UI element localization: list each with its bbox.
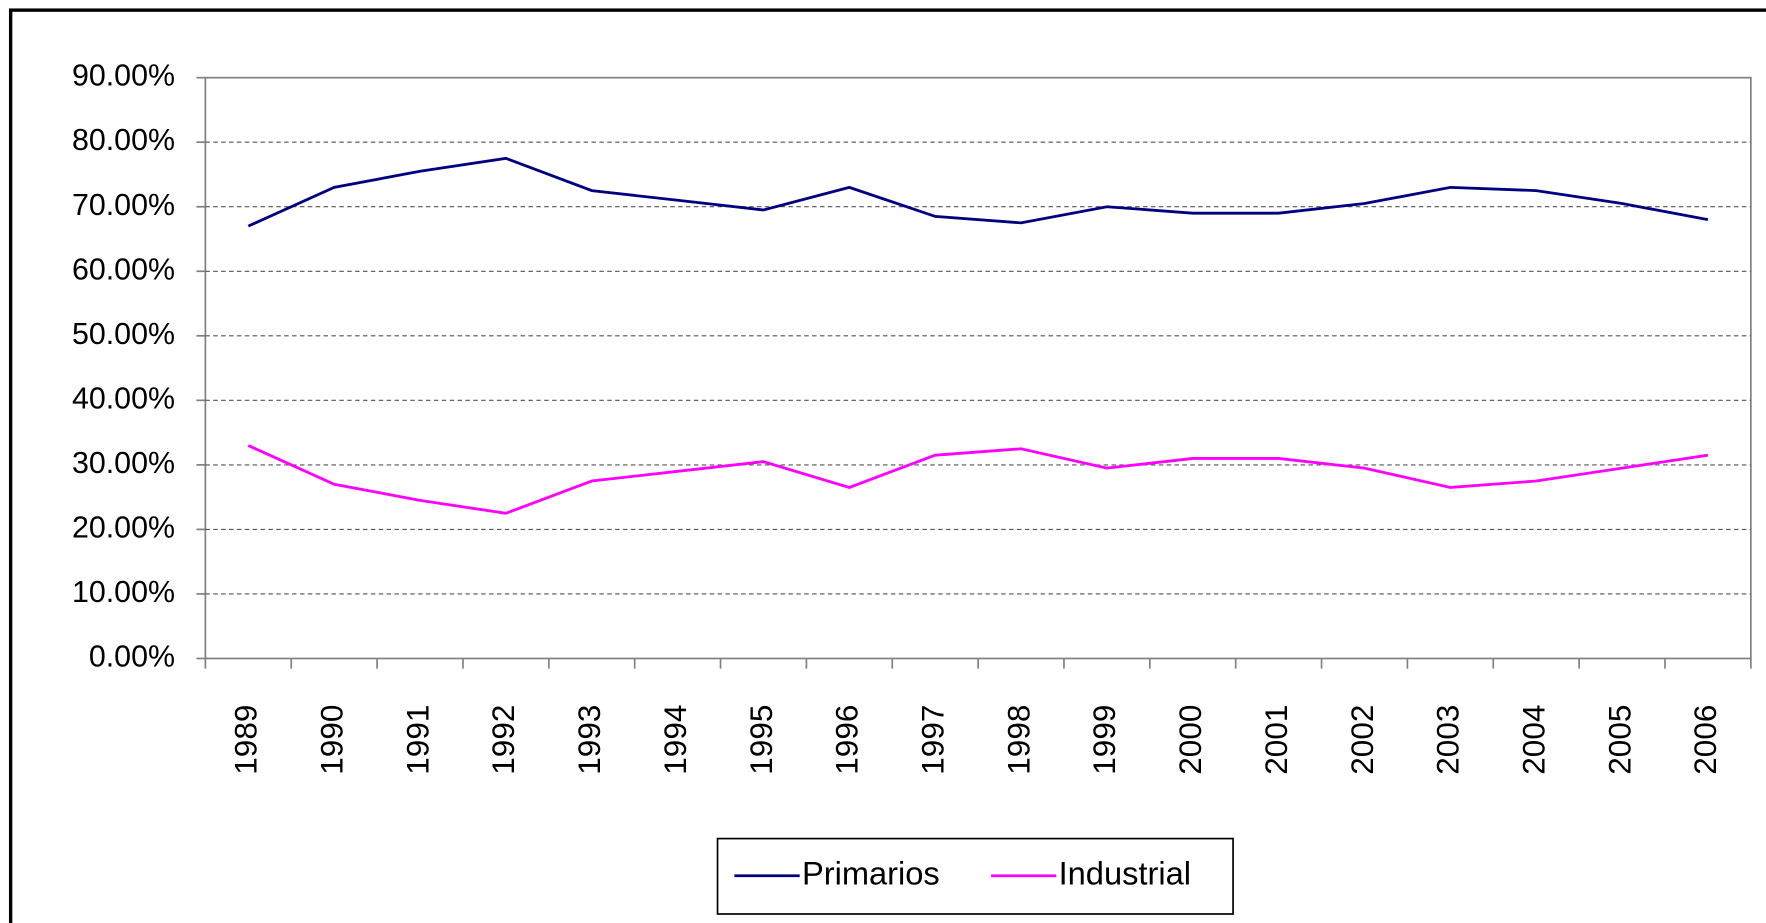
- legend-label: Industrial: [1059, 854, 1191, 891]
- legend-box: [716, 837, 1234, 915]
- x-tick-label: 2002: [1344, 705, 1380, 775]
- x-tick-label: 1993: [571, 705, 607, 775]
- x-tick-label: 1997: [915, 705, 951, 775]
- y-tick-label: 70.00%: [72, 188, 175, 222]
- y-tick-label: 20.00%: [72, 510, 175, 544]
- plot-area: [204, 76, 1752, 660]
- x-tick-label: 2001: [1258, 705, 1294, 775]
- y-tick-label: 80.00%: [72, 123, 175, 157]
- y-tick-label: 40.00%: [72, 381, 175, 415]
- y-tick-label: 0.00%: [89, 640, 175, 674]
- y-tick-label: 10.00%: [72, 575, 175, 609]
- x-tick-label: 2004: [1516, 705, 1552, 775]
- x-tick-label: 2003: [1430, 705, 1466, 775]
- x-tick-label: 1995: [743, 705, 779, 775]
- x-tick-label: 1991: [399, 705, 435, 775]
- y-tick-label: 90.00%: [72, 59, 175, 93]
- data-line: [247, 444, 1709, 515]
- x-tick-label: 1999: [1086, 705, 1122, 775]
- y-tick-label: 30.00%: [72, 446, 175, 480]
- y-tick-label: 60.00%: [72, 252, 175, 286]
- x-tick-label: 2005: [1601, 705, 1637, 775]
- legend-label: Primarios: [802, 854, 940, 891]
- x-tick-label: 1990: [313, 705, 349, 775]
- x-tick-label: 1992: [485, 705, 521, 775]
- x-tick-label: 1998: [1000, 705, 1036, 775]
- x-tick-label: 1996: [829, 705, 865, 775]
- x-tick-label: 1994: [657, 705, 693, 775]
- x-tick-label: 1989: [228, 705, 264, 775]
- x-tick-label: 2006: [1687, 705, 1723, 775]
- y-tick-label: 50.00%: [72, 317, 175, 351]
- x-tick-label: 2000: [1172, 705, 1208, 775]
- data-line: [247, 156, 1709, 228]
